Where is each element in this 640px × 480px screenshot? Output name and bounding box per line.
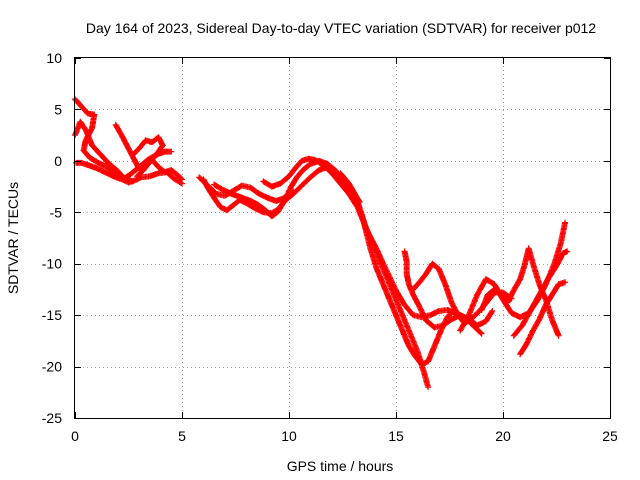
y-tick-label: 5 (54, 101, 62, 117)
x-tick-label: 0 (71, 428, 79, 444)
y-tick-label: 0 (54, 153, 62, 169)
y-tick-label: 10 (46, 50, 62, 66)
data-series (478, 245, 562, 339)
data-points (517, 279, 569, 358)
data-series (517, 279, 569, 358)
grid (75, 58, 610, 418)
x-axis-label: GPS time / hours (287, 458, 394, 474)
chart-title: Day 164 of 2023, Sidereal Day-to-day VTE… (86, 20, 596, 36)
data-points (73, 159, 185, 187)
x-tick-label: 25 (602, 428, 618, 444)
y-tick-label: -15 (42, 307, 62, 323)
data-series (129, 134, 166, 180)
y-axis-label: SDTVAR / TECUs (5, 182, 21, 294)
y-tick-label: -5 (50, 204, 63, 220)
x-tick-label: 10 (281, 428, 297, 444)
y-tick-label: -25 (42, 410, 62, 426)
data-series (510, 248, 571, 339)
y-tick-label: -10 (42, 256, 62, 272)
x-tick-label: 20 (495, 428, 511, 444)
plot-data (72, 96, 571, 391)
data-points (510, 248, 571, 339)
data-points (478, 245, 562, 339)
x-tick-label: 15 (388, 428, 404, 444)
data-points (129, 134, 166, 180)
plot-frame (74, 57, 611, 419)
y-tick-label: -20 (42, 359, 62, 375)
axis-ticks: 0 5 10 15 20 25 -25 -20 -15 -10 -5 0 5 10 (42, 50, 618, 444)
x-tick-label: 5 (178, 428, 186, 444)
data-series (73, 159, 185, 187)
